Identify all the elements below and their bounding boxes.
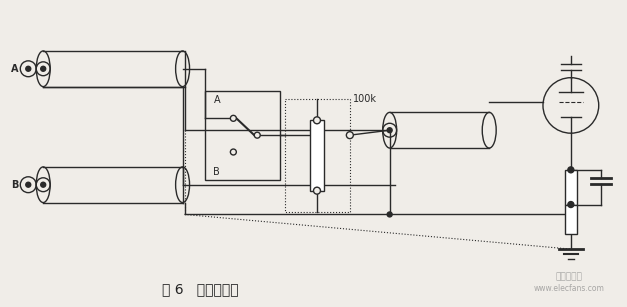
Circle shape [568, 167, 574, 173]
Text: A: A [213, 95, 220, 106]
Circle shape [387, 128, 392, 133]
Circle shape [255, 132, 260, 138]
Circle shape [314, 187, 320, 194]
Bar [565, 204, 577, 234]
Text: 100k: 100k [353, 95, 377, 104]
Circle shape [346, 132, 354, 139]
Circle shape [41, 182, 46, 187]
Text: 图 6   双芯屏蔽线: 图 6 双芯屏蔽线 [162, 282, 239, 296]
Circle shape [26, 182, 31, 187]
Circle shape [387, 212, 392, 217]
Text: 电子发烧友: 电子发烧友 [556, 272, 582, 282]
Text: A: A [11, 64, 18, 74]
Circle shape [314, 117, 320, 124]
Text: www.elecfans.com: www.elecfans.com [534, 284, 604, 293]
Bar [206, 91, 280, 180]
Circle shape [568, 202, 574, 208]
Circle shape [41, 66, 46, 71]
Circle shape [230, 115, 236, 121]
Text: B: B [213, 167, 220, 177]
Circle shape [26, 66, 31, 71]
Bar [565, 170, 577, 204]
Circle shape [230, 149, 236, 155]
Text: B: B [11, 180, 18, 190]
Bar [285, 99, 350, 212]
Bar [310, 120, 324, 191]
